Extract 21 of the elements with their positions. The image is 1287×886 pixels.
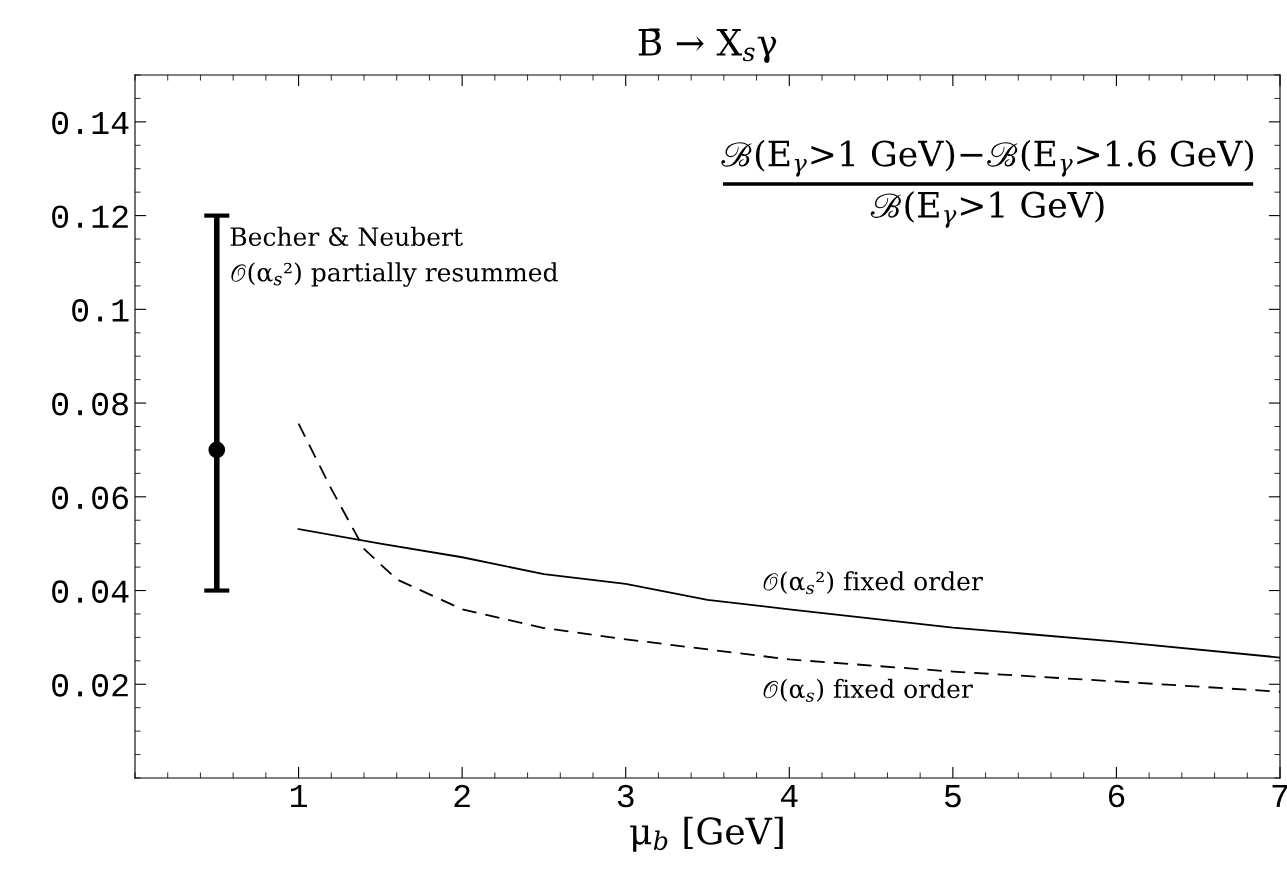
x-axis-title: μ$_{b}$ [GeV] [630, 816, 783, 852]
y-tick-label: 0.12 [52, 205, 128, 229]
series-label: 𝒪(α$_{s}$²) fixed order [763, 571, 983, 595]
chart-title: B̄ → X$_{s}$γ [638, 28, 777, 63]
y-tick-label: 0.08 [52, 392, 128, 416]
y-tick-label: 0.02 [52, 674, 128, 697]
x-tick-label: 1 [290, 785, 307, 808]
x-tick-label: 7 [1272, 785, 1287, 808]
y-tick-label: 0.04 [52, 580, 129, 603]
x-tick-label: 2 [454, 784, 470, 808]
annotation: Becher & Neubert 𝒪(α$_{s}$²) partially resummed [230, 226, 558, 287]
x-tick-label: 6 [1108, 784, 1125, 808]
y-tick-label: 0.06 [52, 486, 128, 510]
series-label: 𝒪(α$_{s}$) fixed order [763, 678, 973, 703]
x-tick-label: 4 [780, 785, 798, 808]
x-tick-label: 5 [944, 785, 961, 808]
y-tick-label: 0.14 [52, 111, 129, 135]
y-tick-label: 0.1 [72, 299, 129, 322]
x-tick-label: 3 [617, 784, 634, 808]
annotation: ℬ(E$_{γ}$>1 GeV)−ℬ(E$_{γ}$>1.6 GeV) [721, 139, 1254, 177]
annotation: ℬ(E$_{γ}$>1 GeV) [870, 191, 1104, 228]
